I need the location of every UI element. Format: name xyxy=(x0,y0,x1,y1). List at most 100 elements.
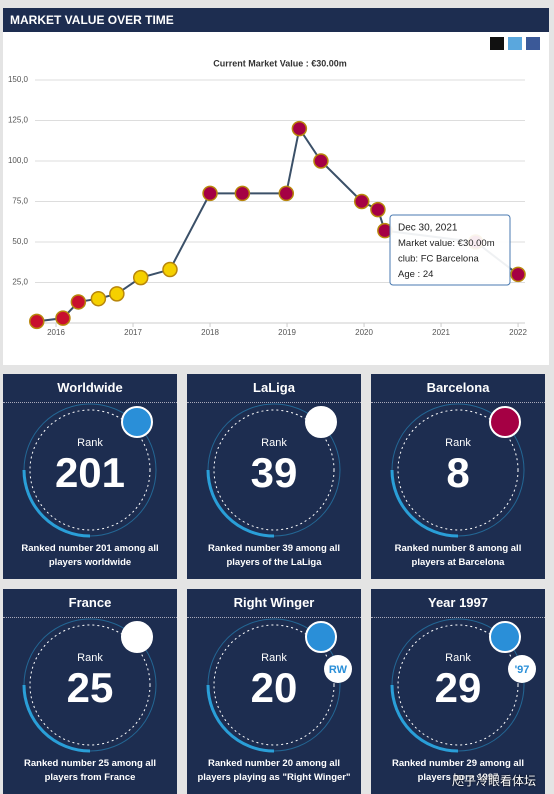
y-tick-label: 25,0 xyxy=(12,278,28,287)
x-tick-label: 2016 xyxy=(47,328,65,337)
tooltip-line: Market value: €30.00m xyxy=(398,238,495,249)
badge xyxy=(324,655,352,683)
card-separator xyxy=(3,617,177,618)
club-marker xyxy=(29,313,45,330)
club-marker xyxy=(162,261,178,278)
rank-card: Rank 8 Barcelona Ranked number 8 among all … xyxy=(371,374,545,579)
club-marker xyxy=(109,286,125,302)
club-marker xyxy=(70,294,87,310)
rank-value: 20 xyxy=(251,664,298,711)
card-title: Year 1997 xyxy=(427,595,488,610)
rank-card: Rank 29 '97 Year 1997 Ranked number 29 among… xyxy=(371,589,545,794)
club-marker xyxy=(353,193,370,210)
chart: MARKET VALUE OVER TIME Current Market Va… xyxy=(3,8,549,365)
badge xyxy=(508,655,536,683)
card-separator xyxy=(187,402,361,403)
panel xyxy=(3,8,549,365)
card-icon xyxy=(305,621,337,653)
card-description: Ranked number 201 among all players worl… xyxy=(21,543,159,568)
club-marker xyxy=(132,269,149,286)
card-separator xyxy=(3,402,177,403)
card-icon xyxy=(121,621,153,653)
rank-label: Rank xyxy=(261,652,287,664)
x-tick-label: 2019 xyxy=(278,328,296,337)
rank-card: Rank 25 France Ranked number 25 among all p… xyxy=(3,589,177,794)
club-marker xyxy=(55,310,71,326)
ring-inner xyxy=(391,618,525,752)
card-icon xyxy=(489,406,521,438)
tooltip xyxy=(389,214,511,286)
ring-inner xyxy=(23,403,157,537)
card-title: Worldwide xyxy=(57,380,123,395)
rank-value: 29 xyxy=(435,664,482,711)
club-marker xyxy=(234,185,251,202)
rank-value: 25 xyxy=(67,664,114,711)
x-tick-label: 2021 xyxy=(432,328,450,337)
rank-value: 39 xyxy=(251,449,298,496)
email-button[interactable] xyxy=(490,37,504,50)
tooltip-line: Age : 24 xyxy=(398,269,433,280)
club-marker xyxy=(510,266,526,283)
ring-dashed xyxy=(213,624,335,746)
rank-card: Rank 201 Worldwide Ranked number 201 among … xyxy=(3,374,177,579)
ring-dashed xyxy=(29,409,151,531)
ring-inner xyxy=(391,403,525,537)
facebook-button[interactable] xyxy=(526,37,540,50)
rank-card: Rank 39 LaLiga Ranked number 39 among all p… xyxy=(187,374,361,579)
card-title: Right Winger xyxy=(233,595,315,610)
badge-text: '97 xyxy=(515,664,530,676)
card-separator xyxy=(371,617,545,618)
club-marker xyxy=(313,153,329,169)
badge-text: RW xyxy=(329,664,348,676)
card-icon xyxy=(305,406,337,438)
card-title: Barcelona xyxy=(426,380,490,395)
watermark: 咫子冷眼看体坛 xyxy=(452,774,537,788)
card-title: LaLiga xyxy=(253,380,295,395)
y-tick-label: 50,0 xyxy=(12,237,28,246)
twitter-button[interactable] xyxy=(508,37,522,50)
ring-inner xyxy=(207,618,341,752)
club-marker xyxy=(370,201,386,218)
y-tick-label: 125,0 xyxy=(8,116,29,125)
ring-dashed xyxy=(397,409,519,531)
card-description: Ranked number 25 among all players from … xyxy=(24,758,156,783)
ring-dashed xyxy=(213,409,335,531)
y-tick-label: 150,0 xyxy=(8,75,29,84)
x-tick-label: 2017 xyxy=(124,328,142,337)
ring-inner xyxy=(23,618,157,752)
card-icon xyxy=(121,406,153,438)
card-separator xyxy=(371,402,545,403)
y-tick-label: 75,0 xyxy=(12,197,28,206)
card-title: France xyxy=(68,595,112,610)
club-marker xyxy=(278,185,295,202)
rank-label: Rank xyxy=(445,437,471,449)
ring-dashed xyxy=(397,624,519,746)
rank-label: Rank xyxy=(77,437,103,449)
x-tick-label: 2018 xyxy=(201,328,219,337)
rank-label: Rank xyxy=(445,652,471,664)
ring-inner xyxy=(207,403,341,537)
chart-subtitle: Current Market Value : €30.00m xyxy=(213,58,347,68)
rank-value: 201 xyxy=(55,449,125,496)
x-tick-label: 2020 xyxy=(355,328,373,337)
card-description: Ranked number 39 among all players of th… xyxy=(208,543,340,568)
x-tick-label: 2022 xyxy=(509,328,527,337)
rank-value: 8 xyxy=(446,449,469,496)
ring-dashed xyxy=(29,624,151,746)
card-description: Ranked number 8 among all players at Bar… xyxy=(394,543,522,568)
club-marker xyxy=(202,185,218,202)
club-marker xyxy=(90,290,107,307)
card-icon xyxy=(489,621,521,653)
card-description: Ranked number 20 among all players playi… xyxy=(197,758,351,783)
card-separator xyxy=(187,617,361,618)
tooltip-line: club: FC Barcelona xyxy=(398,254,480,265)
tooltip-line: Dec 30, 2021 xyxy=(398,223,458,234)
card-description: Ranked number 29 among all players born … xyxy=(392,758,524,783)
